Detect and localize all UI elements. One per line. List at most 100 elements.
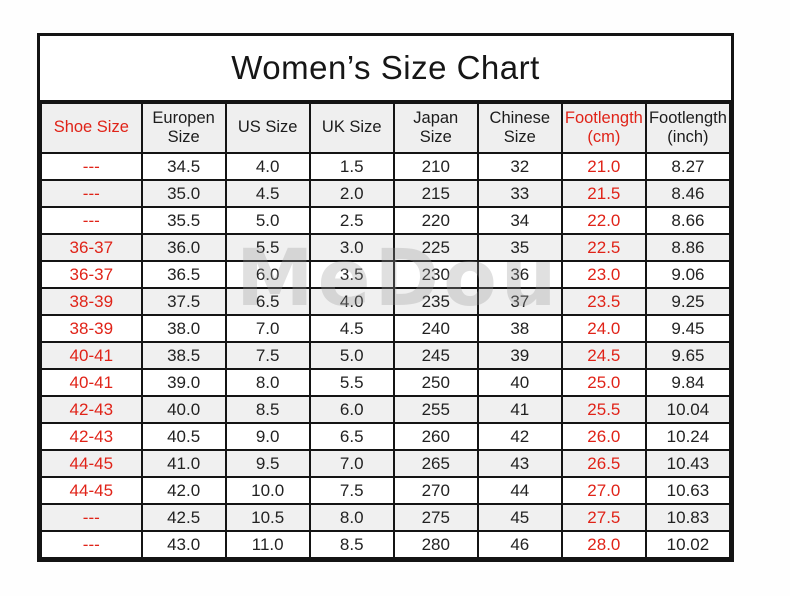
cell-japan-size: 260 bbox=[392, 422, 479, 451]
cell-chinese-size: 44 bbox=[476, 476, 563, 505]
table-row: --- 42.5 10.5 8.0 275 45 27.5 10.83 bbox=[40, 503, 732, 532]
cell-uk-size: 7.0 bbox=[308, 449, 395, 478]
cell-shoe-size: 38-39 bbox=[40, 314, 143, 343]
cell-chinese-size: 43 bbox=[476, 449, 563, 478]
cell-footlength-cm: 22.0 bbox=[560, 206, 647, 235]
cell-us-size: 6.0 bbox=[224, 260, 311, 289]
column-header-uk-size: UK Size bbox=[308, 102, 395, 154]
cell-footlength-cm: 25.0 bbox=[560, 368, 647, 397]
cell-japan-size: 280 bbox=[392, 530, 479, 559]
cell-europen-size: 42.5 bbox=[140, 503, 227, 532]
cell-footlength-inch: 9.65 bbox=[644, 341, 732, 370]
table-row: --- 34.5 4.0 1.5 210 32 21.0 8.27 bbox=[40, 152, 732, 181]
cell-us-size: 5.0 bbox=[224, 206, 311, 235]
size-chart-table: Shoe Size Europen Size US Size UK Size Japan… bbox=[40, 102, 732, 559]
cell-chinese-size: 32 bbox=[476, 152, 563, 181]
cell-footlength-inch: 9.84 bbox=[644, 368, 732, 397]
table-row: 42-43 40.0 8.5 6.0 255 41 25.5 10.04 bbox=[40, 395, 732, 424]
cell-europen-size: 38.5 bbox=[140, 341, 227, 370]
cell-japan-size: 230 bbox=[392, 260, 479, 289]
cell-footlength-cm: 24.0 bbox=[560, 314, 647, 343]
cell-footlength-cm: 27.5 bbox=[560, 503, 647, 532]
cell-japan-size: 240 bbox=[392, 314, 479, 343]
cell-japan-size: 210 bbox=[392, 152, 479, 181]
header-row: Shoe Size Europen Size US Size UK Size Japan… bbox=[40, 102, 732, 154]
table-row: 40-41 39.0 8.0 5.5 250 40 25.0 9.84 bbox=[40, 368, 732, 397]
cell-uk-size: 7.5 bbox=[308, 476, 395, 505]
cell-us-size: 4.5 bbox=[224, 179, 311, 208]
cell-shoe-size: 36-37 bbox=[40, 233, 143, 262]
cell-uk-size: 4.0 bbox=[308, 287, 395, 316]
table-row: 44-45 42.0 10.0 7.5 270 44 27.0 10.63 bbox=[40, 476, 732, 505]
cell-us-size: 6.5 bbox=[224, 287, 311, 316]
table-row: --- 35.0 4.5 2.0 215 33 21.5 8.46 bbox=[40, 179, 732, 208]
cell-japan-size: 250 bbox=[392, 368, 479, 397]
cell-footlength-cm: 23.5 bbox=[560, 287, 647, 316]
cell-us-size: 7.0 bbox=[224, 314, 311, 343]
column-header-footlength-cm: Footlength (cm) bbox=[560, 102, 647, 154]
cell-shoe-size: --- bbox=[40, 179, 143, 208]
cell-footlength-cm: 27.0 bbox=[560, 476, 647, 505]
column-header-shoe-size: Shoe Size bbox=[40, 102, 143, 154]
cell-footlength-cm: 22.5 bbox=[560, 233, 647, 262]
cell-footlength-inch: 9.25 bbox=[644, 287, 732, 316]
cell-chinese-size: 40 bbox=[476, 368, 563, 397]
cell-shoe-size: 42-43 bbox=[40, 395, 143, 424]
table-row: 36-37 36.5 6.0 3.5 230 36 23.0 9.06 bbox=[40, 260, 732, 289]
cell-uk-size: 8.0 bbox=[308, 503, 395, 532]
cell-footlength-cm: 21.0 bbox=[560, 152, 647, 181]
cell-us-size: 9.0 bbox=[224, 422, 311, 451]
cell-shoe-size: 44-45 bbox=[40, 476, 143, 505]
cell-europen-size: 40.5 bbox=[140, 422, 227, 451]
cell-us-size: 7.5 bbox=[224, 341, 311, 370]
cell-japan-size: 225 bbox=[392, 233, 479, 262]
table-row: 36-37 36.0 5.5 3.0 225 35 22.5 8.86 bbox=[40, 233, 732, 262]
cell-europen-size: 38.0 bbox=[140, 314, 227, 343]
cell-japan-size: 220 bbox=[392, 206, 479, 235]
cell-uk-size: 2.5 bbox=[308, 206, 395, 235]
cell-footlength-cm: 24.5 bbox=[560, 341, 647, 370]
cell-europen-size: 41.0 bbox=[140, 449, 227, 478]
cell-europen-size: 35.5 bbox=[140, 206, 227, 235]
cell-us-size: 10.5 bbox=[224, 503, 311, 532]
table-row: 38-39 38.0 7.0 4.5 240 38 24.0 9.45 bbox=[40, 314, 732, 343]
cell-footlength-cm: 26.5 bbox=[560, 449, 647, 478]
cell-footlength-cm: 28.0 bbox=[560, 530, 647, 559]
cell-uk-size: 8.5 bbox=[308, 530, 395, 559]
cell-footlength-cm: 21.5 bbox=[560, 179, 647, 208]
cell-uk-size: 6.0 bbox=[308, 395, 395, 424]
column-header-japan-size: Japan Size bbox=[392, 102, 479, 154]
cell-footlength-inch: 9.06 bbox=[644, 260, 732, 289]
cell-footlength-cm: 26.0 bbox=[560, 422, 647, 451]
cell-shoe-size: 40-41 bbox=[40, 341, 143, 370]
column-header-footlength-inch: Footlength (inch) bbox=[644, 102, 732, 154]
cell-us-size: 9.5 bbox=[224, 449, 311, 478]
cell-japan-size: 245 bbox=[392, 341, 479, 370]
cell-chinese-size: 38 bbox=[476, 314, 563, 343]
cell-chinese-size: 37 bbox=[476, 287, 563, 316]
cell-chinese-size: 39 bbox=[476, 341, 563, 370]
cell-uk-size: 1.5 bbox=[308, 152, 395, 181]
cell-footlength-inch: 10.43 bbox=[644, 449, 732, 478]
cell-uk-size: 4.5 bbox=[308, 314, 395, 343]
cell-footlength-inch: 10.04 bbox=[644, 395, 732, 424]
cell-chinese-size: 36 bbox=[476, 260, 563, 289]
table-row: 40-41 38.5 7.5 5.0 245 39 24.5 9.65 bbox=[40, 341, 732, 370]
cell-chinese-size: 35 bbox=[476, 233, 563, 262]
cell-footlength-inch: 10.83 bbox=[644, 503, 732, 532]
cell-us-size: 11.0 bbox=[224, 530, 311, 559]
cell-japan-size: 215 bbox=[392, 179, 479, 208]
cell-europen-size: 43.0 bbox=[140, 530, 227, 559]
cell-chinese-size: 42 bbox=[476, 422, 563, 451]
cell-footlength-inch: 9.45 bbox=[644, 314, 732, 343]
cell-uk-size: 3.0 bbox=[308, 233, 395, 262]
cell-uk-size: 2.0 bbox=[308, 179, 395, 208]
table-row: --- 43.0 11.0 8.5 280 46 28.0 10.02 bbox=[40, 530, 732, 559]
cell-shoe-size: --- bbox=[40, 206, 143, 235]
cell-footlength-cm: 25.5 bbox=[560, 395, 647, 424]
cell-uk-size: 5.5 bbox=[308, 368, 395, 397]
column-header-us-size: US Size bbox=[224, 102, 311, 154]
cell-chinese-size: 34 bbox=[476, 206, 563, 235]
cell-uk-size: 5.0 bbox=[308, 341, 395, 370]
